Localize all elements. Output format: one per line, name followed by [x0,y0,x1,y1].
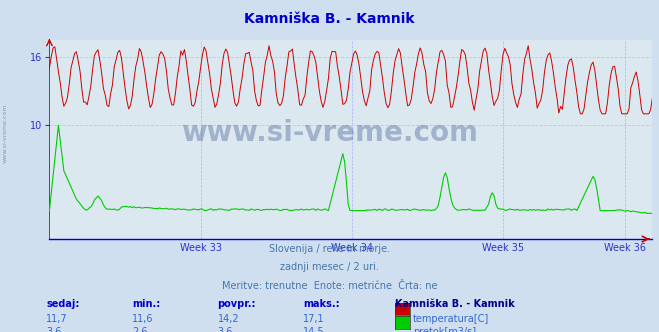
Text: 14,2: 14,2 [217,314,239,324]
Text: 3,6: 3,6 [217,327,233,332]
Text: www.si-vreme.com: www.si-vreme.com [181,119,478,147]
Text: povpr.:: povpr.: [217,299,256,309]
Text: Slovenija / reke in morje.: Slovenija / reke in morje. [269,244,390,254]
Text: maks.:: maks.: [303,299,340,309]
Text: Meritve: trenutne  Enote: metrične  Črta: ne: Meritve: trenutne Enote: metrične Črta: … [221,281,438,290]
Text: zadnji mesec / 2 uri.: zadnji mesec / 2 uri. [280,262,379,272]
Text: 11,6: 11,6 [132,314,154,324]
Text: 17,1: 17,1 [303,314,325,324]
Text: min.:: min.: [132,299,160,309]
Text: 11,7: 11,7 [46,314,68,324]
Text: 14,5: 14,5 [303,327,325,332]
Text: pretok[m3/s]: pretok[m3/s] [413,327,476,332]
Text: www.si-vreme.com: www.si-vreme.com [3,103,8,163]
Text: Kamniška B. - Kamnik: Kamniška B. - Kamnik [395,299,515,309]
Text: sedaj:: sedaj: [46,299,80,309]
Text: Kamniška B. - Kamnik: Kamniška B. - Kamnik [244,12,415,26]
Text: 2,6: 2,6 [132,327,148,332]
Text: 3,6: 3,6 [46,327,61,332]
Text: temperatura[C]: temperatura[C] [413,314,490,324]
